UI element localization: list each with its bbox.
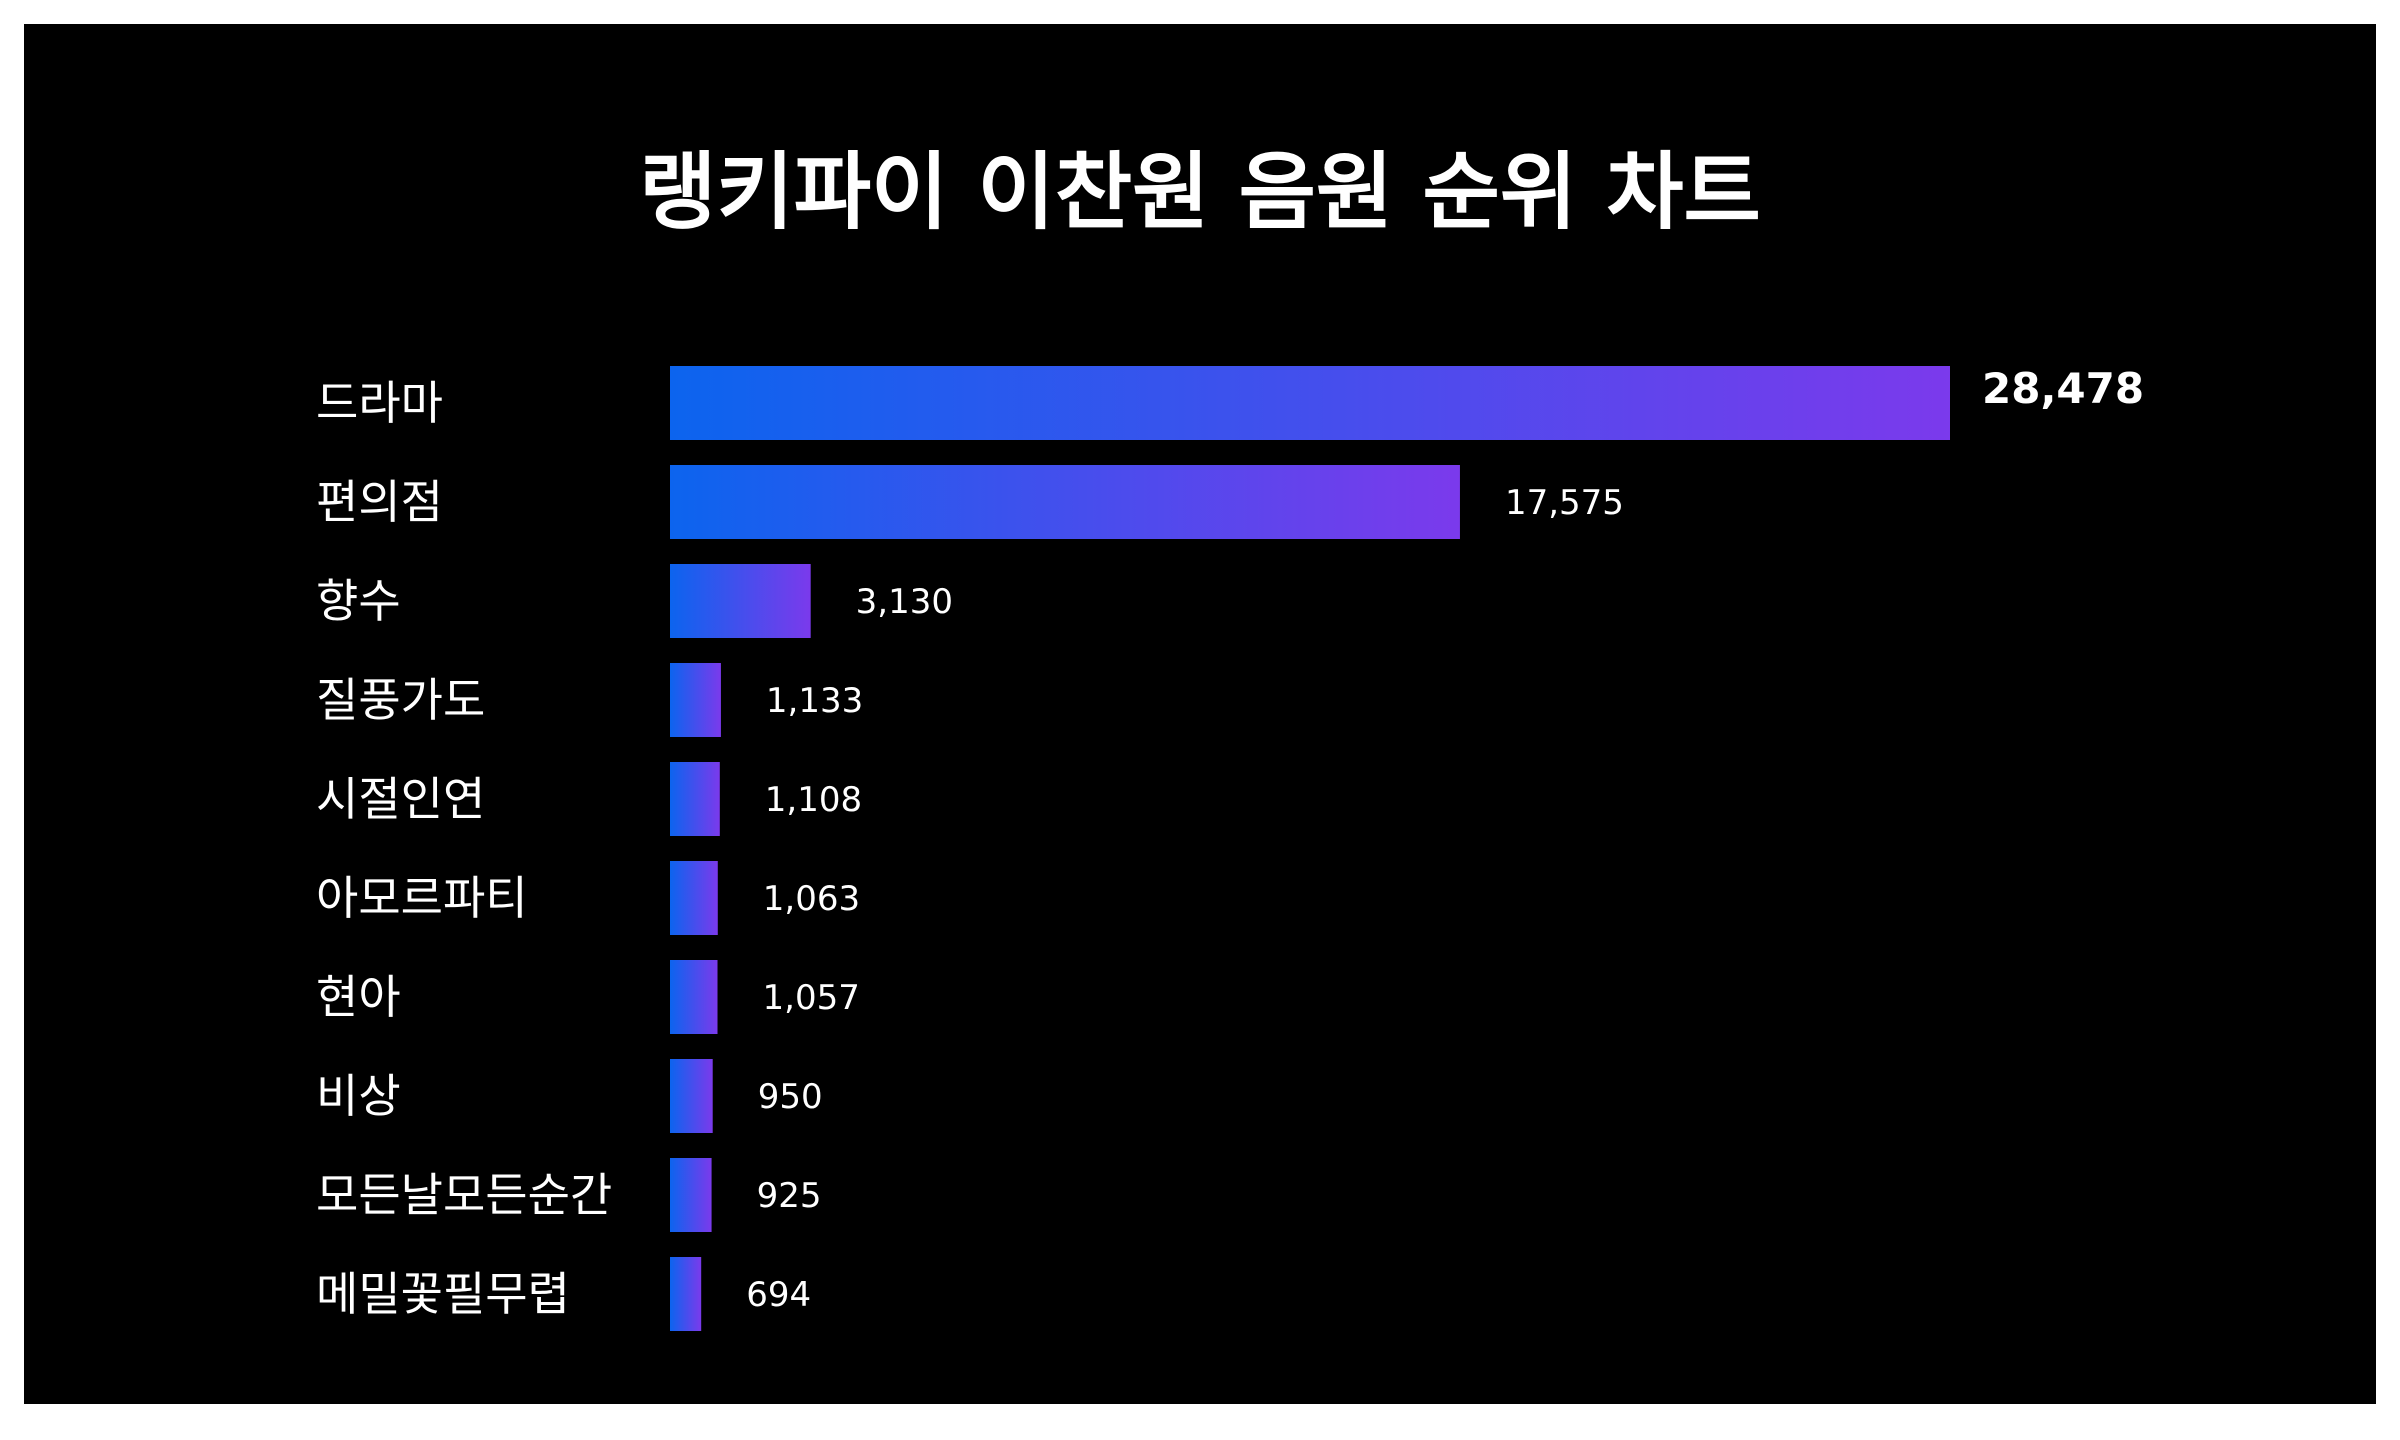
category-label: 모든날모든순간	[316, 1168, 612, 1222]
bar	[670, 960, 718, 1034]
value-label: 1,108	[765, 780, 862, 820]
value-label: 28,478	[1982, 364, 2144, 413]
value-label: 694	[746, 1275, 811, 1315]
bar	[670, 861, 718, 935]
bar	[670, 366, 1950, 440]
category-label: 시절인연	[316, 772, 485, 826]
category-label: 편의점	[316, 475, 443, 529]
category-label: 현아	[316, 970, 401, 1024]
value-label: 925	[757, 1176, 822, 1216]
category-label: 드라마	[316, 376, 443, 430]
bar	[670, 762, 720, 836]
category-label: 비상	[316, 1069, 401, 1123]
value-label: 1,063	[763, 879, 860, 919]
chart-title: 랭키파이 이찬원 음원 순위 차트	[639, 143, 1761, 241]
category-label: 아모르파티	[316, 871, 528, 925]
value-label: 17,575	[1505, 483, 1624, 523]
value-label: 1,133	[766, 681, 863, 721]
bar	[670, 465, 1460, 539]
value-label: 1,057	[763, 978, 860, 1018]
bar	[670, 1059, 713, 1133]
value-label: 3,130	[856, 582, 953, 622]
bar	[670, 1158, 712, 1232]
category-label: 향수	[316, 574, 401, 628]
bar	[670, 1257, 702, 1331]
category-label: 질풍가도	[316, 673, 485, 727]
chart-background	[24, 24, 2376, 1404]
bar	[670, 564, 811, 638]
bar	[670, 663, 721, 737]
value-label: 950	[758, 1077, 823, 1117]
category-label: 메밀꽃필무렵	[316, 1267, 570, 1321]
